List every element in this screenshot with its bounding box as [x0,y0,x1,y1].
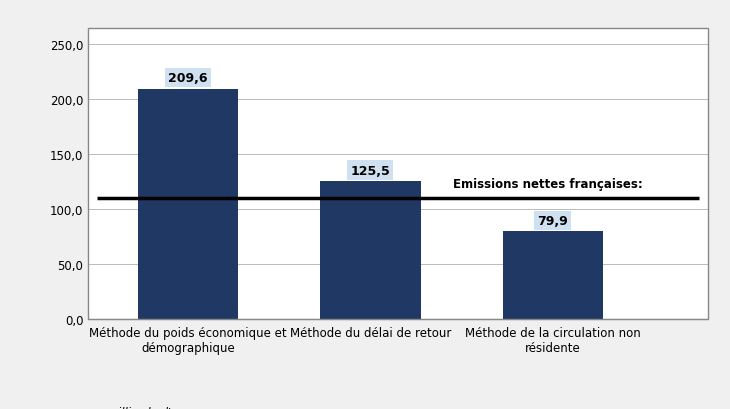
Bar [320,182,420,319]
Text: en milliards d'euros: en milliards d'euros [88,406,204,409]
Text: 125,5: 125,5 [350,164,391,177]
Text: 79,9: 79,9 [537,214,569,227]
Bar [138,89,238,319]
Bar [503,231,603,319]
Text: 209,6: 209,6 [168,72,208,85]
Text: Emissions nettes françaises:: Emissions nettes françaises: [453,178,642,191]
